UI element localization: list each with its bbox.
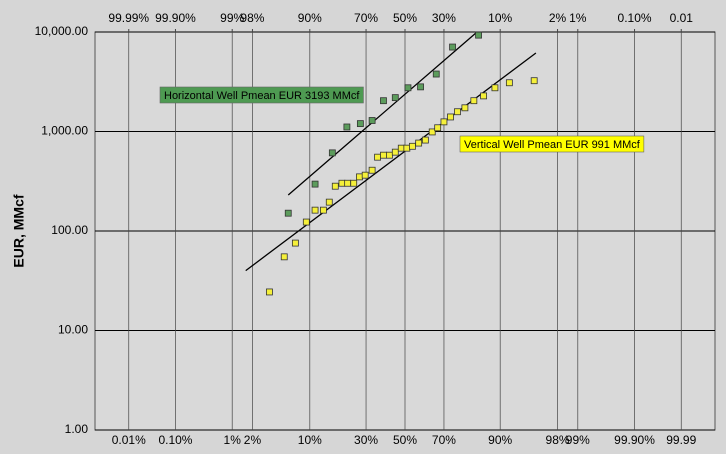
x-tick-label: 99%	[566, 433, 590, 447]
data-point	[417, 83, 424, 91]
x2-tick-label: 1%	[569, 11, 587, 25]
x2-tick-label: 30%	[432, 11, 456, 25]
x2-tick-label: 70%	[354, 11, 378, 25]
data-point	[291, 239, 299, 247]
data-point	[266, 288, 273, 296]
data-point	[338, 179, 346, 187]
data-point	[454, 108, 461, 116]
data-point	[404, 84, 412, 92]
y-axis-label: EUR, MMcf	[11, 194, 27, 267]
data-point	[361, 171, 369, 179]
x-tick-label: 0.10%	[158, 433, 192, 447]
data-point	[284, 209, 292, 217]
y-tick-label: 1,000.00	[41, 124, 88, 138]
data-point	[386, 151, 393, 159]
x-tick-label: 0.01%	[112, 433, 146, 447]
data-point	[350, 179, 358, 187]
x2-tick-label: 99.90%	[155, 11, 196, 25]
data-point	[328, 149, 336, 157]
fit-line	[287, 31, 478, 196]
x2-tick-label: 10%	[488, 11, 512, 25]
data-point	[530, 77, 538, 85]
data-point	[380, 97, 387, 105]
data-point	[491, 84, 499, 92]
annotation: Horizontal Well Pmean EUR 3193 MMcf	[164, 90, 360, 102]
data-point	[440, 118, 448, 126]
data-point	[432, 70, 440, 78]
data-point	[421, 136, 429, 144]
data-point	[280, 253, 288, 261]
data-point	[434, 124, 442, 132]
data-point	[331, 182, 339, 190]
data-point	[374, 153, 381, 161]
data-point	[461, 104, 469, 112]
y-tick-label: 10,000.00	[35, 24, 89, 38]
data-point	[428, 128, 436, 136]
data-point	[356, 120, 364, 128]
annotation: Vertical Well Pmean EUR 991 MMcf	[464, 139, 641, 151]
y-tick-label: 1.00	[65, 422, 89, 436]
x-tick-label: 99.90%	[614, 433, 655, 447]
x-tick-label: 30%	[354, 433, 378, 447]
data-point	[356, 173, 363, 181]
x2-tick-label: 90%	[298, 11, 322, 25]
x-tick-label: 99.99	[666, 433, 696, 447]
x-tick-label: 98%	[546, 433, 570, 447]
data-point	[505, 79, 513, 87]
x-tick-label: 2%	[244, 433, 262, 447]
x-tick-label: 1%	[224, 433, 242, 447]
x2-tick-label: 99.99%	[108, 11, 149, 25]
data-point	[409, 142, 416, 150]
data-point	[480, 92, 487, 100]
data-point	[415, 139, 423, 147]
x2-tick-label: 0.10%	[618, 11, 652, 25]
data-point	[344, 179, 352, 187]
data-point	[302, 218, 310, 226]
x-tick-label: 10%	[298, 433, 322, 447]
data-point	[368, 117, 376, 124]
data-point	[470, 97, 478, 105]
data-point	[391, 94, 399, 102]
annotation-box	[159, 86, 364, 104]
data-point	[325, 198, 333, 206]
y-tick-label: 10.00	[58, 323, 88, 337]
x-tick-label: 90%	[488, 433, 512, 447]
x-tick-label: 50%	[393, 433, 417, 447]
data-point	[311, 206, 319, 214]
data-point	[449, 43, 456, 51]
data-point	[343, 123, 351, 131]
data-point	[475, 31, 482, 39]
data-point	[391, 148, 399, 156]
data-point	[380, 151, 387, 159]
annotation-box	[459, 135, 645, 153]
y-tick-label: 100.00	[51, 223, 88, 237]
data-point	[397, 144, 405, 152]
data-point	[403, 144, 411, 152]
data-point	[447, 113, 454, 121]
x2-tick-label: 99%	[220, 11, 244, 25]
x2-tick-label: 98%	[240, 11, 264, 25]
data-point	[320, 206, 327, 214]
x-tick-label: 70%	[432, 433, 456, 447]
fit-line	[245, 52, 537, 272]
data-point	[368, 166, 376, 174]
x2-tick-label: 50%	[393, 11, 417, 25]
x2-tick-label: 0.01	[670, 11, 694, 25]
x2-tick-label: 2%	[549, 11, 567, 25]
data-point	[311, 180, 319, 188]
